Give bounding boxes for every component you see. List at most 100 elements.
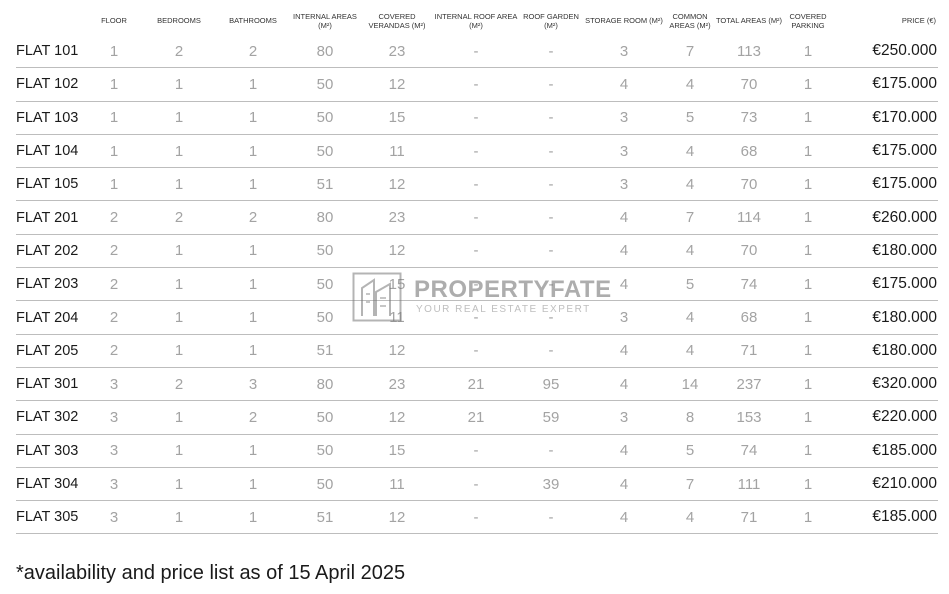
cell-floor: 3 bbox=[88, 367, 140, 402]
cell-internal: 51 bbox=[288, 334, 362, 368]
cell-name: FLAT 301 bbox=[16, 367, 88, 402]
cell-name: FLAT 204 bbox=[16, 300, 88, 335]
table-row: FLAT 305 3 1 1 51 12- -4 4 71 1 €185.000 bbox=[16, 500, 938, 535]
cell-price: €180.000 bbox=[832, 234, 938, 269]
cell-bathrooms: 2 bbox=[218, 400, 288, 435]
cell-storage: 4 bbox=[582, 234, 666, 269]
cell-bathrooms: 1 bbox=[218, 467, 288, 502]
cell-floor: 2 bbox=[88, 300, 140, 335]
table-row: FLAT 104 1 1 1 50 11- -3 4 68 1 €175.000 bbox=[16, 134, 938, 169]
cell-bedrooms: 2 bbox=[140, 367, 218, 402]
cell-verandas: 12 bbox=[362, 334, 432, 368]
cell-name: FLAT 203 bbox=[16, 267, 88, 302]
cell-bedrooms: 2 bbox=[140, 200, 218, 235]
table-body: FLAT 101 1 2 2 80 23- -3 7 113 1 €250.000 FLAT 102 1… bbox=[16, 35, 938, 535]
cell-common: 14 bbox=[666, 367, 714, 402]
cell-internal: 80 bbox=[288, 35, 362, 69]
column-header-price: PRICE (€) bbox=[901, 16, 936, 25]
cell-bathrooms: 2 bbox=[218, 35, 288, 69]
cell-storage: 4 bbox=[582, 367, 666, 402]
cell-storage: 4 bbox=[582, 467, 666, 502]
cell-bedrooms: 1 bbox=[140, 101, 218, 135]
footnote: *availability and price list as of 15 Ap… bbox=[16, 562, 406, 584]
cell-price: €250.000 bbox=[832, 35, 938, 69]
cell-total: 68 bbox=[714, 134, 784, 169]
cell-bathrooms: 1 bbox=[218, 334, 288, 368]
cell-common: 5 bbox=[666, 434, 714, 468]
cell-price: €180.000 bbox=[832, 300, 938, 335]
column-header-roof-garden: ROOF GARDEN (M²) bbox=[523, 11, 579, 30]
cell-internal: 80 bbox=[288, 367, 362, 402]
column-header-parking: COVERED PARKING bbox=[789, 11, 827, 30]
cell-bathrooms: 1 bbox=[218, 267, 288, 302]
cell-roof-area: - bbox=[432, 267, 520, 302]
cell-name: FLAT 205 bbox=[16, 334, 88, 368]
table-row: FLAT 301 3 2 3 80 23 21 95 4 14 237 1 €320.000 bbox=[16, 367, 938, 402]
cell-parking: 1 bbox=[784, 167, 832, 202]
cell-internal: 50 bbox=[288, 134, 362, 169]
cell-roof-area: - bbox=[432, 434, 520, 468]
cell-total: 71 bbox=[714, 500, 784, 535]
cell-floor: 1 bbox=[88, 167, 140, 202]
table-row: FLAT 204 2 1 1 50 11- -3 4 68 1 €180.000 bbox=[16, 300, 938, 335]
building-logo-icon bbox=[352, 272, 402, 322]
cell-parking: 1 bbox=[784, 67, 832, 102]
cell-common: 8 bbox=[666, 400, 714, 435]
cell-floor: 1 bbox=[88, 35, 140, 69]
cell-roof-area: - bbox=[432, 334, 520, 368]
cell-roof-garden: - bbox=[520, 500, 582, 535]
cell-total: 70 bbox=[714, 234, 784, 269]
cell-floor: 2 bbox=[88, 334, 140, 368]
cell-parking: 1 bbox=[784, 234, 832, 269]
cell-internal: 50 bbox=[288, 400, 362, 435]
cell-total: 111 bbox=[714, 467, 784, 502]
column-header-name bbox=[16, 6, 88, 35]
cell-price: €260.000 bbox=[832, 200, 938, 235]
cell-roof-garden: 95 bbox=[520, 367, 582, 402]
cell-storage: 3 bbox=[582, 400, 666, 435]
cell-common: 4 bbox=[666, 167, 714, 202]
table-row: FLAT 103 1 1 1 50 15- -3 5 73 1 €170.000 bbox=[16, 101, 938, 135]
cell-roof-area: - bbox=[432, 234, 520, 269]
cell-bathrooms: 1 bbox=[218, 500, 288, 535]
cell-internal: 50 bbox=[288, 267, 362, 302]
cell-internal: 50 bbox=[288, 101, 362, 135]
cell-total: 73 bbox=[714, 101, 784, 135]
cell-bedrooms: 1 bbox=[140, 334, 218, 368]
cell-bathrooms: 1 bbox=[218, 434, 288, 468]
cell-roof-garden: - bbox=[520, 234, 582, 269]
cell-total: 74 bbox=[714, 434, 784, 468]
cell-verandas: 12 bbox=[362, 167, 432, 202]
cell-roof-area: - bbox=[432, 300, 520, 335]
table-row: FLAT 304 3 1 1 50 11-39 4 7 111 1 €210.000 bbox=[16, 467, 938, 502]
cell-storage: 4 bbox=[582, 67, 666, 102]
cell-name: FLAT 101 bbox=[16, 35, 88, 69]
column-header-storage: STORAGE ROOM (M²) bbox=[585, 16, 663, 25]
cell-roof-garden: - bbox=[520, 101, 582, 135]
cell-parking: 1 bbox=[784, 35, 832, 69]
cell-storage: 3 bbox=[582, 101, 666, 135]
cell-common: 4 bbox=[666, 134, 714, 169]
cell-price: €175.000 bbox=[832, 67, 938, 102]
cell-bathrooms: 1 bbox=[218, 134, 288, 169]
cell-storage: 3 bbox=[582, 167, 666, 202]
cell-internal: 51 bbox=[288, 167, 362, 202]
cell-internal: 80 bbox=[288, 200, 362, 235]
column-header-total: TOTAL AREAS (M²) bbox=[715, 16, 783, 25]
cell-storage: 4 bbox=[582, 334, 666, 368]
column-header-bedrooms: BEDROOMS bbox=[157, 16, 201, 25]
cell-total: 70 bbox=[714, 67, 784, 102]
cell-total: 74 bbox=[714, 267, 784, 302]
cell-bedrooms: 1 bbox=[140, 467, 218, 502]
cell-common: 4 bbox=[666, 300, 714, 335]
cell-roof-garden: - bbox=[520, 200, 582, 235]
header-row: FLOOR BEDROOMS BATHROOMS INTERNAL AREAS (M²… bbox=[16, 6, 938, 35]
cell-bathrooms: 1 bbox=[218, 67, 288, 102]
column-header-internal: INTERNAL AREAS (M²) bbox=[293, 11, 357, 30]
watermark-brand: PROPERTYFATE bbox=[414, 276, 612, 303]
cell-internal: 50 bbox=[288, 234, 362, 269]
table-row: FLAT 205 2 1 1 51 12- -4 4 71 1 €180.000 bbox=[16, 334, 938, 368]
cell-total: 237 bbox=[714, 367, 784, 402]
cell-price: €175.000 bbox=[832, 167, 938, 202]
cell-verandas: 12 bbox=[362, 67, 432, 102]
